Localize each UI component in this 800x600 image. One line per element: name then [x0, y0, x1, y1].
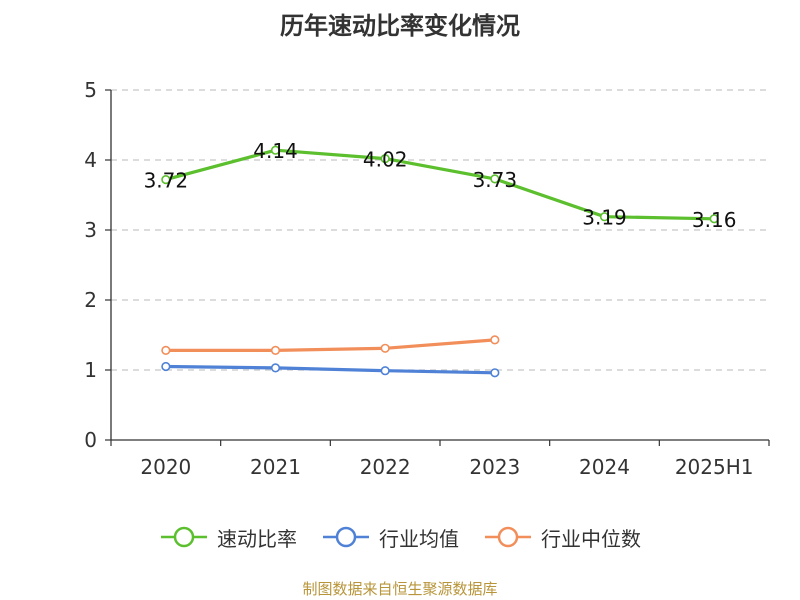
data-point — [270, 345, 281, 356]
data-point — [490, 335, 500, 345]
series-lines — [161, 145, 719, 378]
legend-swatch-icon — [485, 526, 531, 548]
data-point — [380, 343, 390, 353]
y-tick-label: 0 — [84, 428, 97, 452]
data-point — [270, 363, 281, 373]
legend-label: 行业中位数 — [541, 526, 641, 551]
legend-label: 行业均值 — [379, 526, 459, 551]
x-tick-label: 2021 — [250, 455, 301, 479]
series-line — [165, 338, 495, 352]
data-label: 4.02 — [363, 148, 408, 172]
chart-title: 历年速动比率变化情况 — [280, 12, 520, 40]
x-tick-label: 2020 — [140, 455, 191, 479]
legend-swatch-icon — [323, 526, 369, 548]
data-point — [490, 368, 500, 378]
grid-lines — [111, 89, 769, 371]
data-labels: 3.72 4.14 4.02 3.73 3.19 3.16 — [144, 139, 737, 232]
data-point — [270, 145, 281, 155]
legend: 速动比率 行业均值 行业中位数 — [0, 520, 800, 554]
y-tick-label: 3 — [84, 218, 97, 242]
data-point — [161, 361, 171, 372]
series-line — [165, 364, 495, 375]
data-point — [380, 154, 390, 164]
data-point — [380, 366, 390, 376]
legend-item[interactable]: 行业中位数 — [483, 523, 641, 552]
data-label: 3.16 — [692, 208, 737, 232]
x-tick-label: 2025H1 — [675, 455, 754, 479]
y-tick-label: 4 — [84, 148, 97, 172]
legend-item[interactable]: 行业均值 — [321, 523, 459, 552]
data-point — [161, 175, 171, 185]
data-label: 3.72 — [144, 169, 189, 193]
series-line — [165, 148, 715, 221]
x-tick-label: 2023 — [469, 455, 520, 479]
x-tick-label: 2024 — [579, 455, 630, 479]
axes: 0 1 2 3 4 5 2020 2021 2022 2023 2024 2025H1 — [84, 78, 770, 479]
data-label: 3.19 — [582, 206, 627, 230]
x-tick-label: 2022 — [360, 455, 411, 479]
y-tick-label: 1 — [84, 358, 97, 382]
data-point — [709, 214, 719, 224]
legend-item[interactable]: 速动比率 — [159, 523, 297, 552]
y-tick-label: 2 — [84, 288, 97, 312]
data-label: 3.73 — [473, 168, 518, 192]
legend-label: 速动比率 — [217, 526, 297, 551]
legend-swatch-icon — [161, 526, 207, 548]
source-note: 制图数据来自恒生聚源数据库 — [302, 580, 498, 598]
data-point — [599, 212, 610, 222]
data-label: 4.14 — [253, 139, 298, 163]
y-tick-label: 5 — [84, 78, 97, 102]
data-point — [490, 174, 500, 184]
data-point — [161, 345, 171, 356]
